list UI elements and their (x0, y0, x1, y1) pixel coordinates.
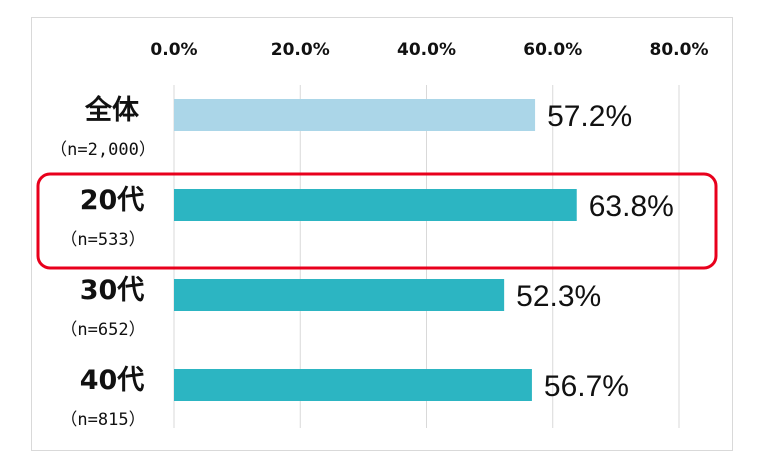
x-tick-label: 0.0% (150, 40, 197, 60)
category-label: 30代 (80, 275, 145, 306)
category-sublabel: （n=652） (60, 320, 145, 340)
x-tick-label: 80.0% (650, 40, 709, 60)
bar (174, 189, 577, 221)
x-tick-label: 20.0% (271, 40, 330, 60)
category-sublabel: （n=533） (60, 230, 145, 250)
category-label: 40代 (80, 365, 145, 396)
data-label: 56.7% (544, 370, 629, 403)
data-label: 57.2% (547, 100, 632, 133)
x-tick-label: 40.0% (397, 40, 456, 60)
data-label: 63.8% (589, 190, 674, 223)
bar (174, 99, 536, 131)
category-label: 20代 (80, 185, 145, 216)
x-tick-label: 60.0% (523, 40, 582, 60)
bar (174, 369, 532, 401)
category-label: 全体 (84, 94, 140, 126)
data-label: 52.3% (516, 280, 601, 313)
category-sublabel: （n=2,000） (50, 140, 156, 160)
highlight-box (36, 172, 718, 270)
category-sublabel: （n=815） (60, 410, 145, 430)
bar (174, 279, 505, 311)
